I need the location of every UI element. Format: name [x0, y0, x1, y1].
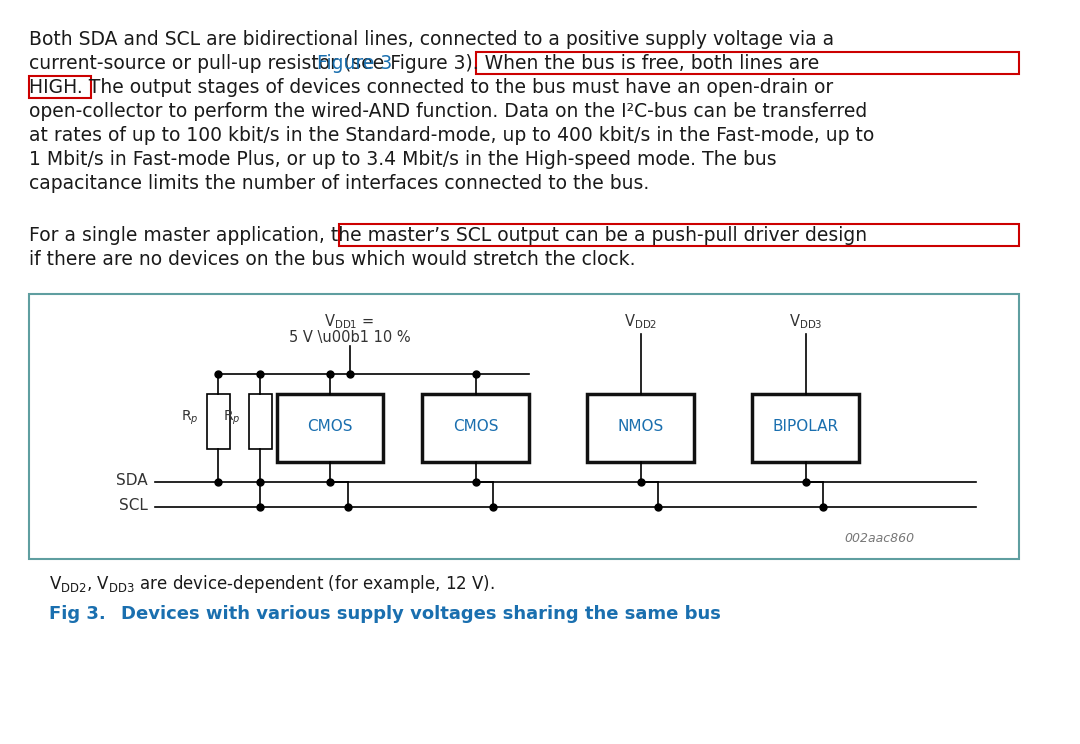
- Bar: [29, 76, 91, 98]
- Bar: [29, 294, 1020, 559]
- Bar: [206, 394, 230, 449]
- Text: V$_{\mathregular{DD2}}$: V$_{\mathregular{DD2}}$: [624, 312, 658, 330]
- Text: SCL: SCL: [119, 498, 148, 513]
- Text: if there are no devices on the bus which would stretch the clock.: if there are no devices on the bus which…: [29, 250, 636, 269]
- Text: For a single master application, the master’s SCL output can be a push-pull driv: For a single master application, the mas…: [29, 226, 867, 245]
- Text: Figure 3: Figure 3: [318, 54, 393, 73]
- Text: V$_{\mathregular{DD3}}$: V$_{\mathregular{DD3}}$: [789, 312, 823, 330]
- Text: R$_p$: R$_p$: [181, 409, 199, 427]
- Text: R$_p$: R$_p$: [224, 409, 241, 427]
- Text: Devices with various supply voltages sharing the same bus: Devices with various supply voltages sha…: [121, 605, 721, 623]
- Text: capacitance limits the number of interfaces connected to the bus.: capacitance limits the number of interfa…: [29, 174, 649, 193]
- Text: V$_{\mathregular{DD2}}$, V$_{\mathregular{DD3}}$ are device-dependent (for examp: V$_{\mathregular{DD2}}$, V$_{\mathregula…: [49, 573, 495, 595]
- Text: Fig 3.: Fig 3.: [49, 605, 105, 623]
- Bar: [475, 52, 1020, 74]
- Bar: [276, 394, 383, 462]
- Bar: [753, 394, 860, 462]
- Text: HIGH. The output stages of devices connected to the bus must have an open-drain : HIGH. The output stages of devices conne…: [29, 78, 834, 97]
- Text: at rates of up to 100 kbit/s in the Standard-mode, up to 400 kbit/s in the Fast-: at rates of up to 100 kbit/s in the Stan…: [29, 126, 875, 145]
- Bar: [248, 394, 272, 449]
- Text: current-source or pull-up resistor (see Figure 3). When the bus is free, both li: current-source or pull-up resistor (see …: [29, 54, 820, 73]
- Text: NMOS: NMOS: [618, 418, 664, 434]
- Text: open-collector to perform the wired-AND function. Data on the I²C-bus can be tra: open-collector to perform the wired-AND …: [29, 102, 867, 121]
- Text: CMOS: CMOS: [453, 418, 499, 434]
- Bar: [339, 224, 1020, 246]
- Text: SDA: SDA: [116, 472, 148, 487]
- Text: CMOS: CMOS: [308, 418, 353, 434]
- Text: V$_{\mathregular{DD1}}$ =: V$_{\mathregular{DD1}}$ =: [324, 312, 375, 330]
- Text: 1 Mbit/s in Fast-mode Plus, or up to 3.4 Mbit/s in the High-speed mode. The bus: 1 Mbit/s in Fast-mode Plus, or up to 3.4…: [29, 150, 777, 169]
- Text: 002aac860: 002aac860: [845, 532, 915, 545]
- Bar: [588, 394, 694, 462]
- Text: BIPOLAR: BIPOLAR: [772, 418, 839, 434]
- Text: Both SDA and SCL are bidirectional lines, connected to a positive supply voltage: Both SDA and SCL are bidirectional lines…: [29, 30, 834, 49]
- Text: 5 V \u00b1 10 %: 5 V \u00b1 10 %: [288, 330, 410, 345]
- Bar: [422, 394, 529, 462]
